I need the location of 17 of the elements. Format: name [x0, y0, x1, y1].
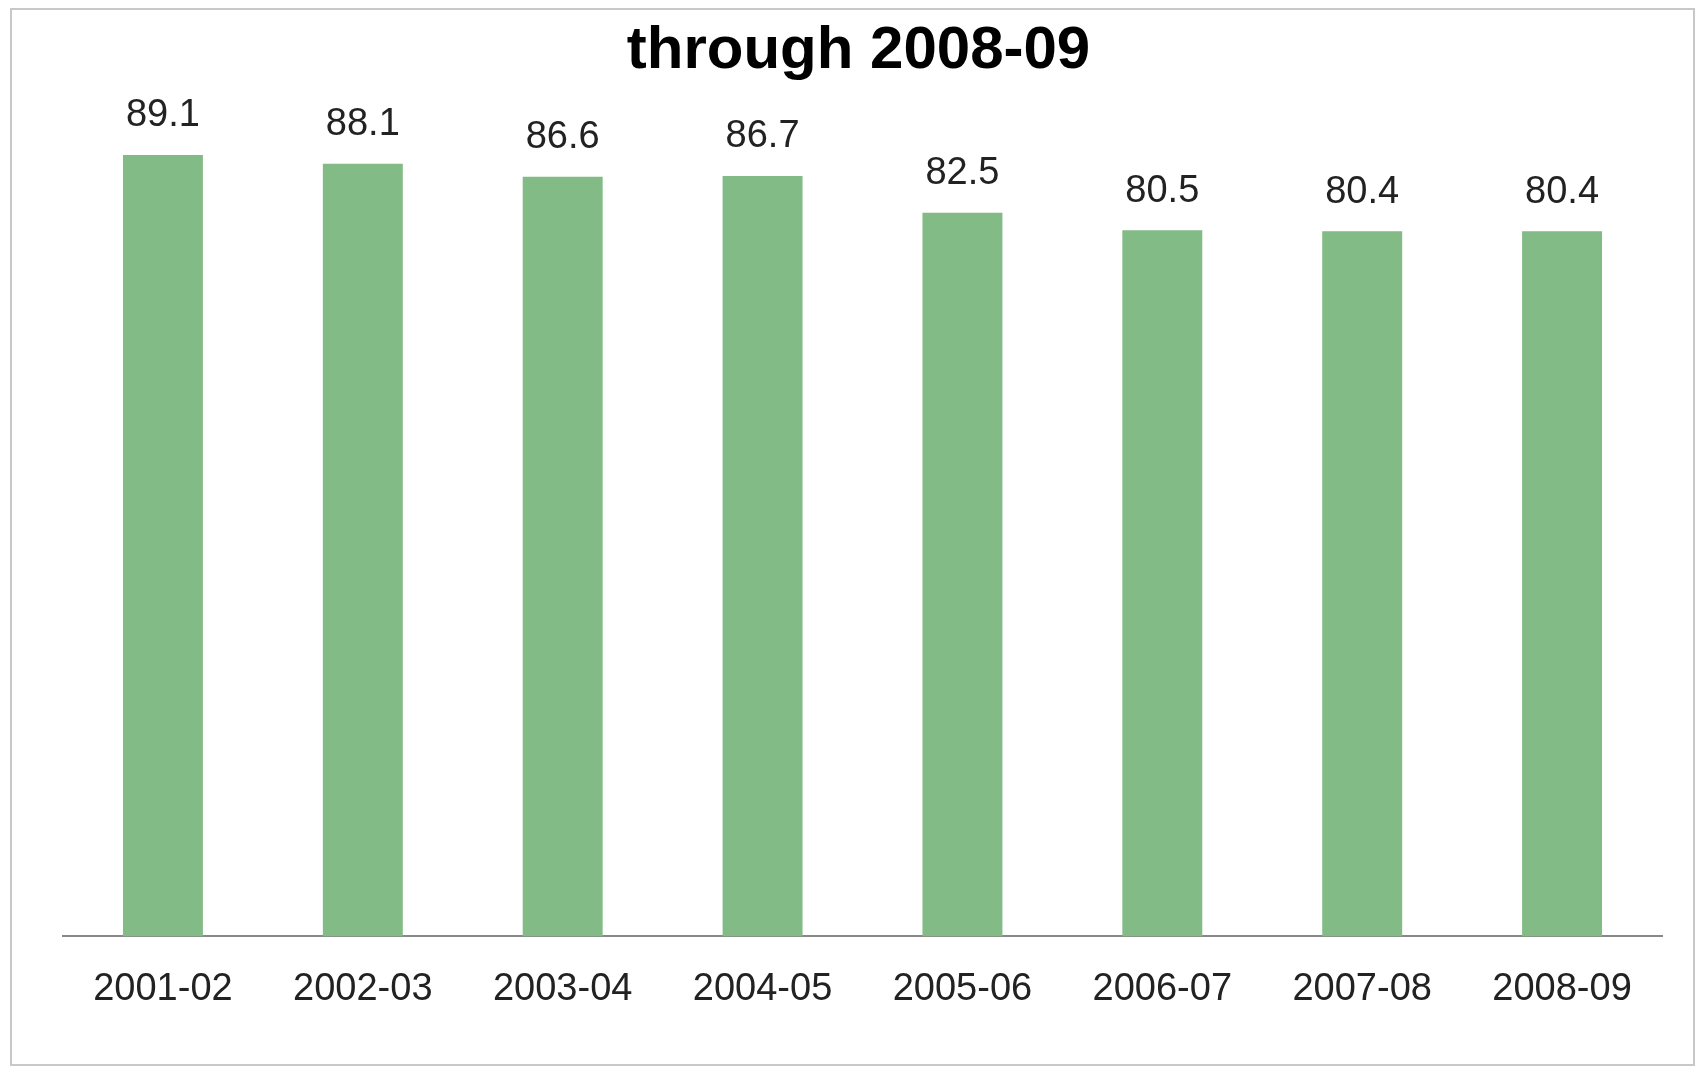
x-tick-label: 2008-09 — [1492, 965, 1632, 1008]
x-tick-label: 2002-03 — [293, 965, 433, 1008]
chart-title: through 2008-09 — [626, 13, 1091, 81]
data-label: 80.5 — [1125, 167, 1200, 210]
x-tick-label: 2003-04 — [492, 965, 633, 1008]
x-tick-label: 2006-07 — [1092, 965, 1233, 1008]
x-tick-label: 2004-05 — [692, 965, 833, 1008]
data-label: 80.4 — [1525, 168, 1600, 211]
data-label: 80.4 — [1325, 168, 1400, 211]
x-tick-label: 2007-08 — [1292, 965, 1432, 1008]
data-label: 86.7 — [725, 113, 800, 156]
data-label: 86.6 — [525, 114, 600, 157]
x-tick-label: 2005-06 — [892, 965, 1033, 1008]
data-label: 82.5 — [925, 150, 1000, 193]
data-label: 89.1 — [125, 92, 200, 135]
data-label: 88.1 — [325, 101, 400, 144]
x-tick-label: 2001-02 — [93, 965, 233, 1008]
